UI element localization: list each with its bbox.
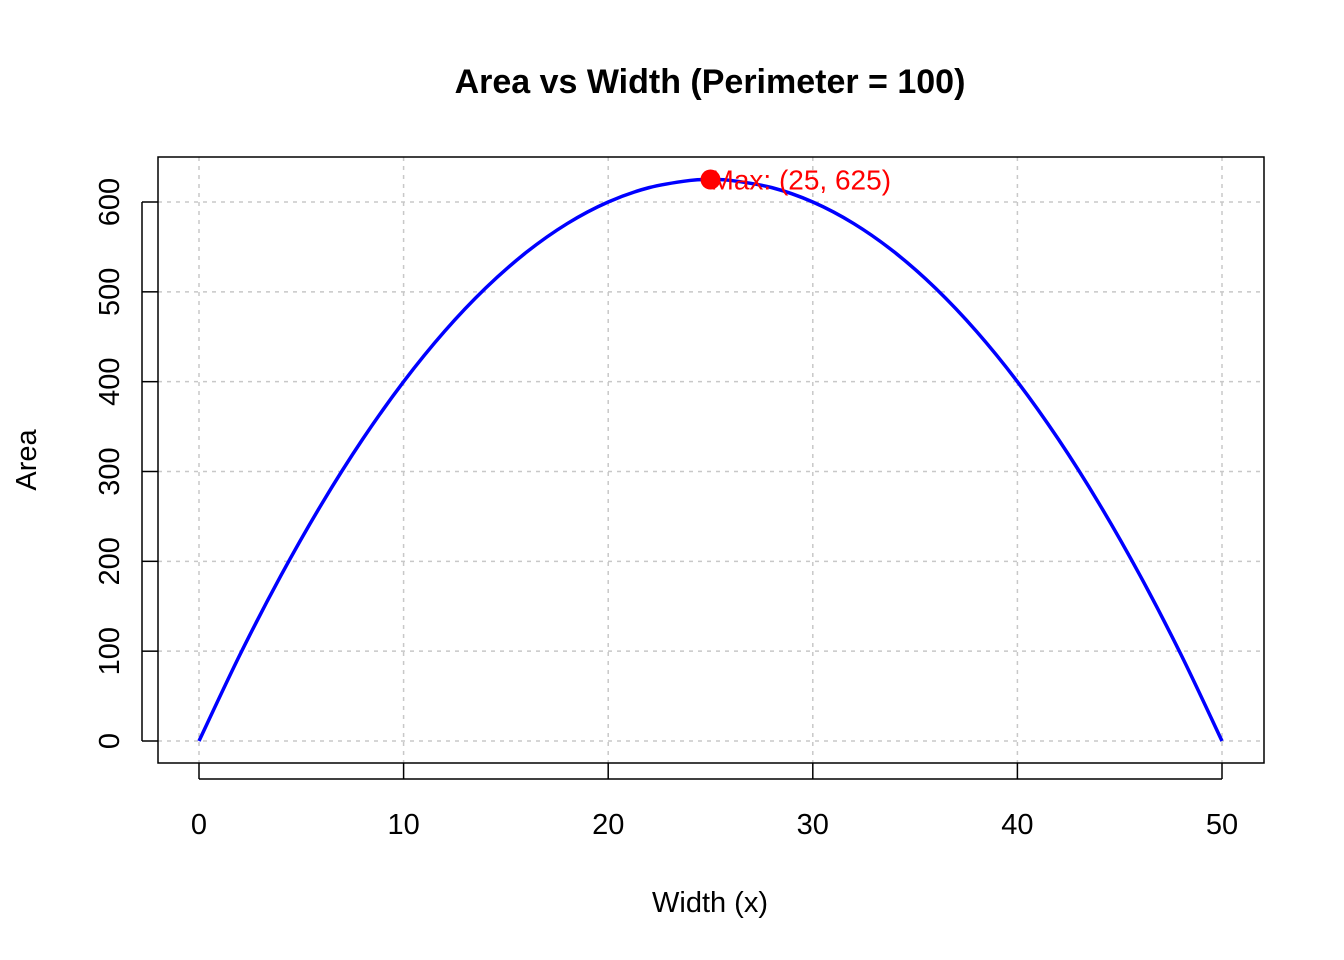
max-point-marker [700, 169, 721, 190]
y-tick-label: 500 [94, 268, 126, 316]
x-tick-label: 30 [797, 809, 829, 841]
x-axis: 0 10 20 30 40 50 [191, 763, 1238, 841]
y-tick-label: 100 [94, 627, 126, 675]
y-tick-label: 200 [94, 537, 126, 585]
grid-lines [158, 157, 1264, 763]
x-axis-label: Width (x) [652, 887, 768, 919]
plot-frame [157, 156, 1265, 764]
y-axis-label: Area [11, 429, 43, 491]
max-point-label: Max: (25, 625) [711, 165, 892, 196]
x-tick-label: 10 [387, 809, 419, 841]
y-tick-label: 300 [94, 447, 126, 495]
y-tick-label: 0 [94, 733, 126, 749]
y-tick-label: 600 [94, 178, 126, 226]
chart-title: Area vs Width (Perimeter = 100) [455, 63, 966, 101]
x-tick-label: 50 [1206, 809, 1238, 841]
series-line [197, 177, 1224, 742]
x-tick-label: 20 [592, 809, 624, 841]
y-tick-label: 400 [94, 357, 126, 405]
y-axis: 0 100 200 300 400 500 600 [94, 178, 158, 749]
annotations: Max: (25, 625) [700, 165, 892, 196]
x-tick-label: 40 [1001, 809, 1033, 841]
x-tick-label: 0 [191, 809, 207, 841]
